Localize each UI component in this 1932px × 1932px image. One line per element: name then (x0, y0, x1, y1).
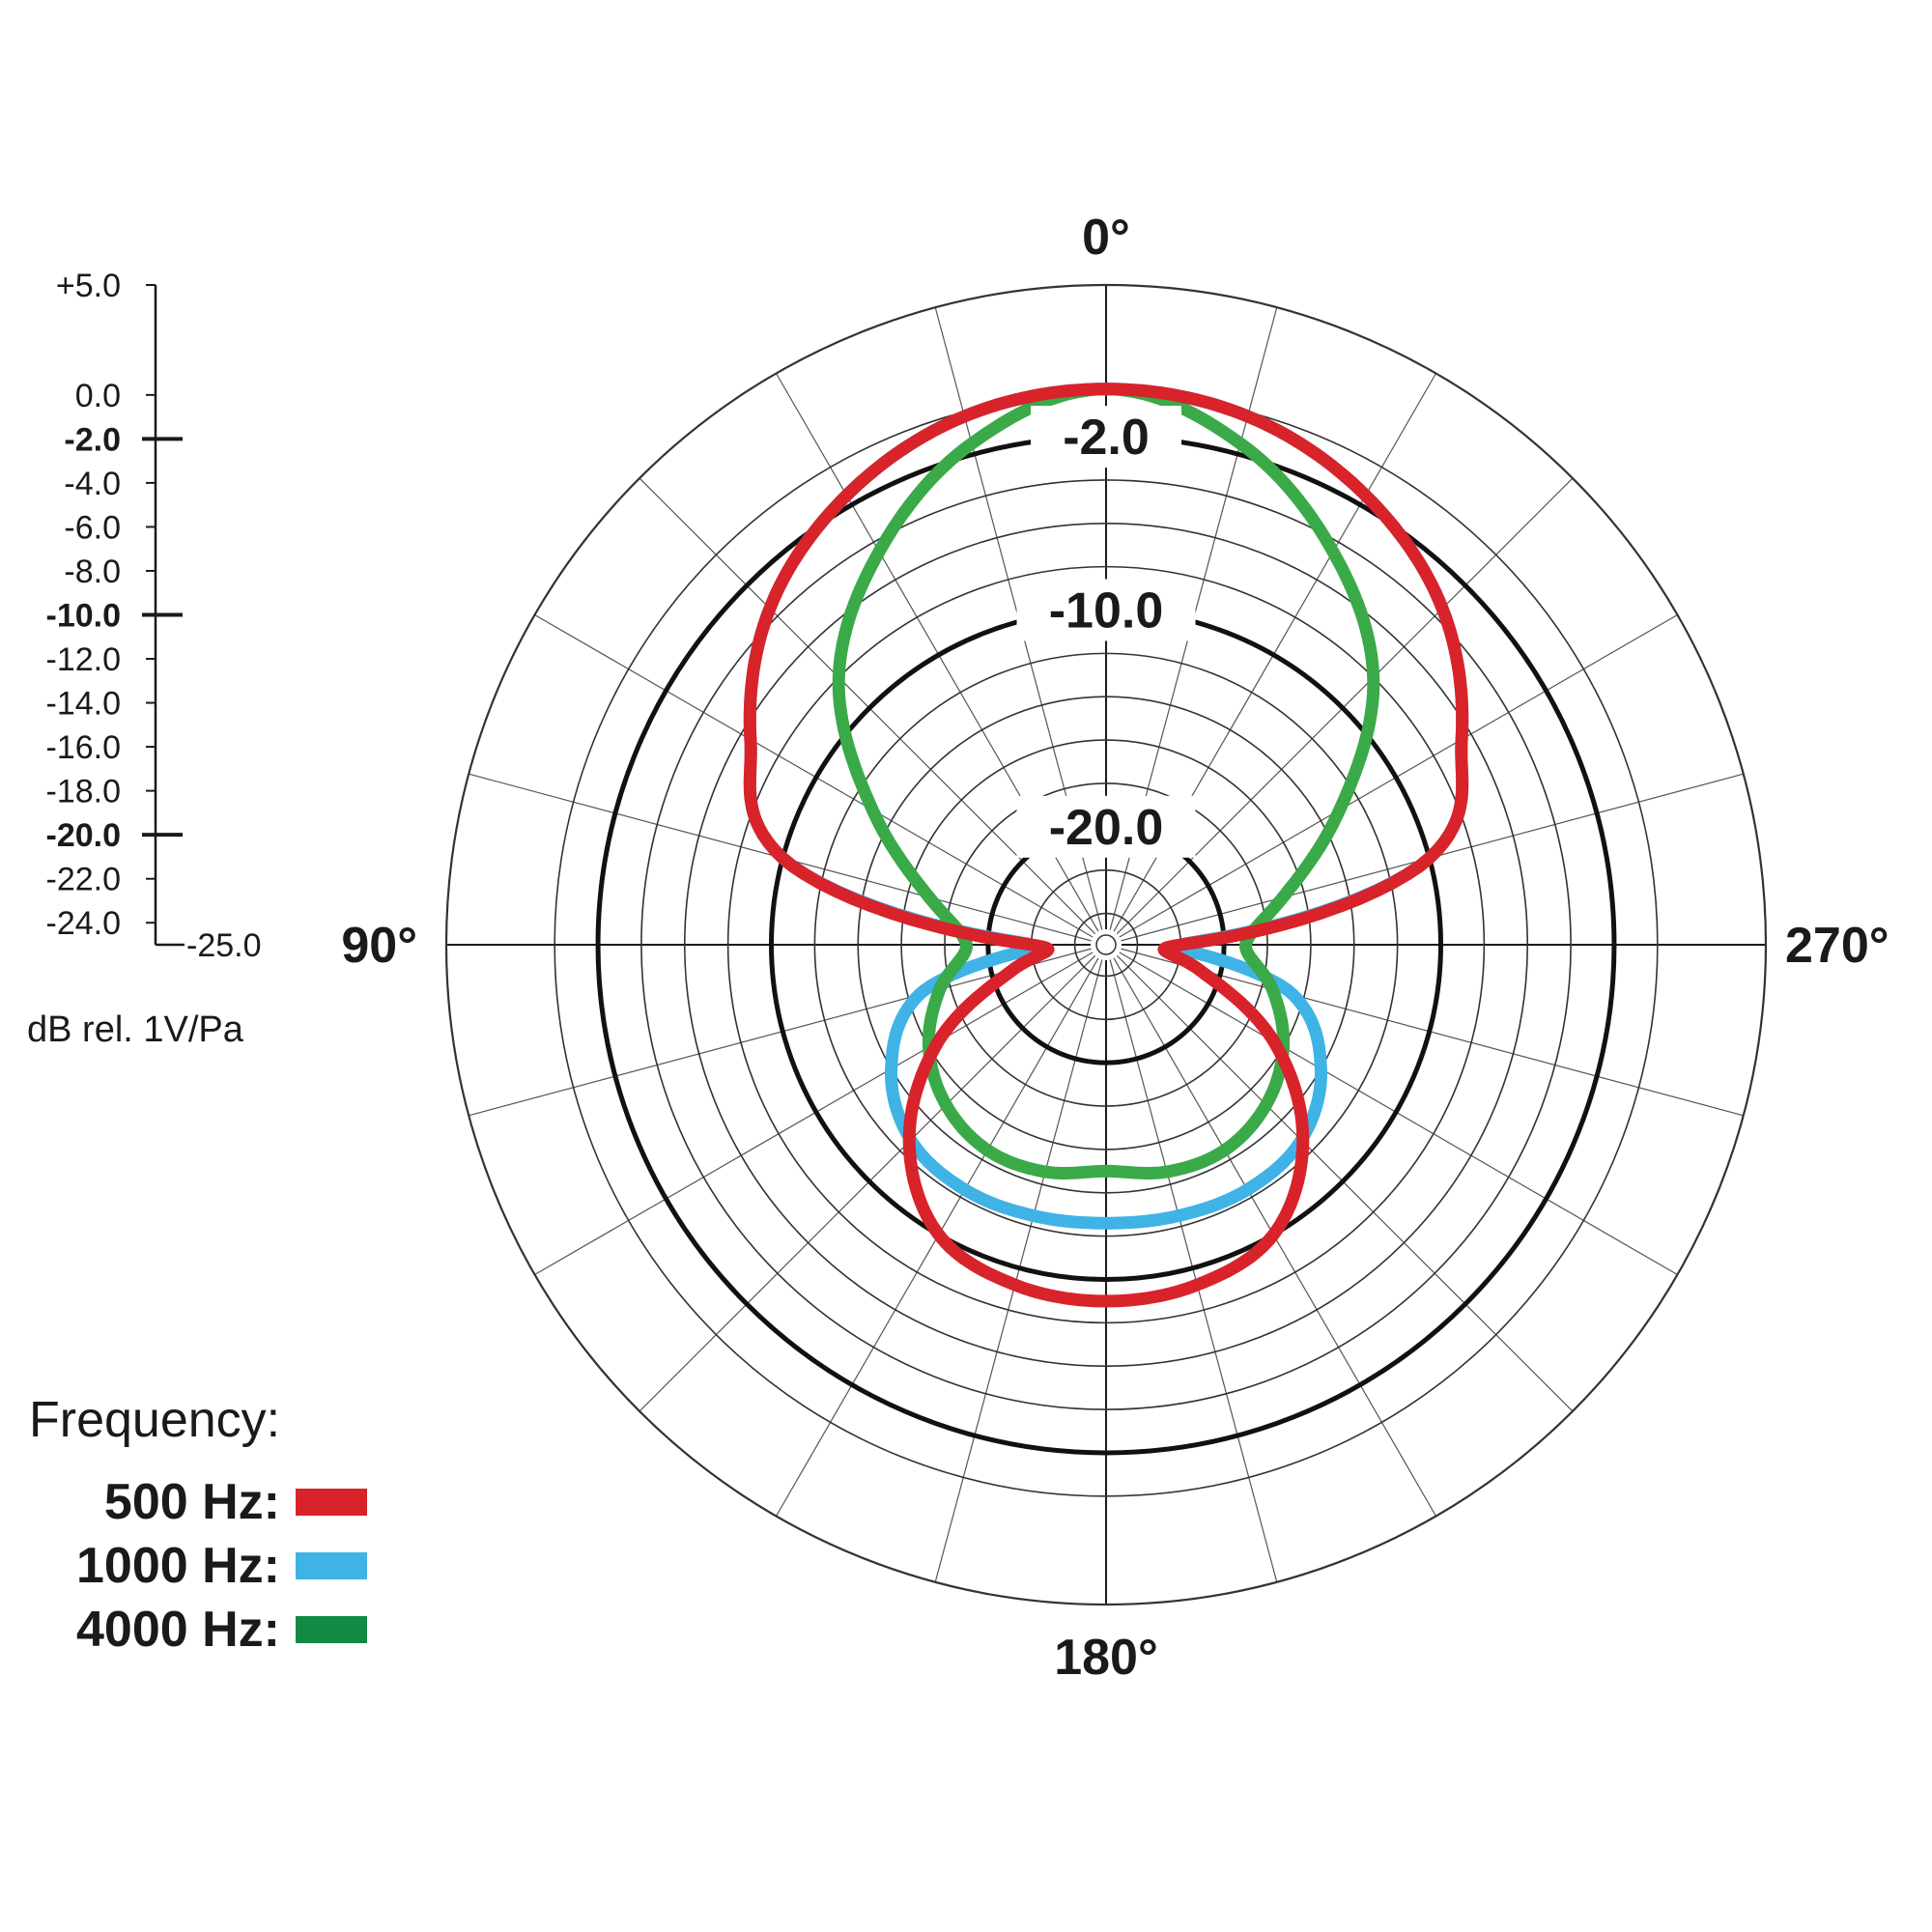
scale-unit-label: dB rel. 1V/Pa (27, 1009, 244, 1050)
polar-grid (444, 283, 1768, 1606)
grid-spoke (534, 613, 1094, 938)
grid-ring (444, 283, 1768, 1606)
grid-spoke (1119, 613, 1678, 938)
angle-label: 90° (341, 918, 417, 974)
grid-ring (640, 479, 1572, 1410)
angle-label: 270° (1785, 918, 1889, 974)
polar-labels: -2.0 -10.0 -20.0 0° 90° 180° 270° (341, 210, 1889, 1686)
ring-label-bg (1031, 406, 1181, 469)
scale-tick-label: -20.0 (46, 817, 122, 854)
legend-swatch (296, 1489, 367, 1516)
grid-spoke (639, 477, 1096, 935)
series-500hz-line (743, 383, 1469, 1308)
scale-tick-label: -8.0 (64, 554, 121, 590)
grid-ring (944, 782, 1268, 1107)
scale-tick-label: -16.0 (46, 729, 122, 766)
grid-spoke (1116, 954, 1574, 1412)
grid-ring (683, 522, 1529, 1368)
scale-tick-label: -12.0 (46, 641, 122, 678)
scale-tick-label: -24.0 (46, 905, 122, 942)
scale-tick-label: +5.0 (56, 268, 121, 304)
grid-ring (813, 652, 1399, 1237)
ring-label-bg (1016, 795, 1196, 858)
grid-spoke (469, 948, 1092, 1117)
scale-tick-label: -10.0 (46, 598, 122, 635)
scale-tick-label: -2.0 (64, 421, 121, 458)
legend-label: 500 Hz: (103, 1474, 280, 1530)
legend-swatch (296, 1616, 367, 1643)
legend-swatch (296, 1552, 367, 1579)
scale-tick-label: -22.0 (46, 862, 122, 898)
scale-tick-label: -6.0 (64, 509, 121, 546)
scale-tick-label: -18.0 (46, 774, 122, 810)
grid-ring-center (1095, 934, 1117, 955)
grid-spoke (639, 954, 1096, 1412)
ring-label: -10.0 (1049, 583, 1164, 639)
ring-label: -2.0 (1063, 410, 1150, 466)
polar-series (743, 383, 1469, 1308)
grid-spoke (1119, 952, 1678, 1276)
scale-min-label: -25.0 (186, 927, 262, 964)
legend-item-1000hz: 1000 Hz: (29, 1534, 367, 1598)
angle-label: 180° (1054, 1630, 1158, 1686)
grid-ring (857, 696, 1355, 1194)
grid-spoke (1116, 477, 1574, 935)
scale-tick-label: -14.0 (46, 686, 122, 723)
grid-ring (1073, 912, 1139, 978)
scale-tick-label: -4.0 (64, 466, 121, 502)
legend-item-4000hz: 4000 Hz: (29, 1598, 367, 1662)
legend-title: Frequency: (29, 1392, 281, 1448)
scale-tick-label: 0.0 (75, 378, 121, 414)
grid-spoke (934, 959, 1103, 1582)
legend: Frequency: 500 Hz: 1000 Hz: 4000 Hz: (29, 1391, 415, 1662)
ring-label-bg (1016, 579, 1196, 641)
grid-ring (900, 739, 1312, 1151)
grid-spoke (1121, 948, 1744, 1117)
angle-label: 0° (1082, 210, 1130, 266)
grid-spoke (1109, 959, 1278, 1582)
ring-label: -20.0 (1049, 800, 1164, 856)
legend-item-500hz: 500 Hz: (29, 1470, 367, 1534)
series-4000hz-line (832, 383, 1380, 1179)
grid-ring (726, 565, 1486, 1324)
db-scale: +5.0 0.0 -2.0 -4.0 -6.0 -8.0 -10.0 -12.0 -14.0 -1… (27, 268, 262, 1050)
grid-spoke (534, 952, 1094, 1276)
legend-label: 4000 Hz: (76, 1602, 280, 1658)
legend-label: 1000 Hz: (76, 1538, 280, 1594)
